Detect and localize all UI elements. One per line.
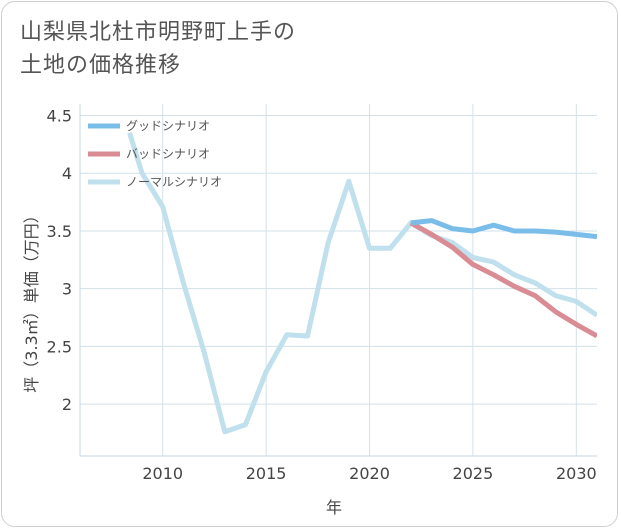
- chart-title-line-2: 土地の価格推移: [20, 53, 182, 78]
- x-tick-label: 2030: [556, 464, 597, 483]
- y-axis-title: 坪（3.3㎡）単価（万円）: [22, 207, 41, 392]
- x-tick-label: 2010: [142, 464, 183, 483]
- y-tick-label: 4: [62, 164, 72, 183]
- grid: [80, 104, 597, 456]
- y-tick-label: 3.5: [47, 222, 72, 241]
- x-tick-label: 2025: [453, 464, 494, 483]
- x-tick-label: 2020: [349, 464, 390, 483]
- tick-labels: 2010 2015 2020 2025 2030 2 2.5 3 3.5 4 4.5: [47, 107, 597, 483]
- legend-label: バッドシナリオ: [126, 147, 210, 161]
- x-axis-title: 年: [326, 498, 342, 517]
- y-tick-label: 3: [62, 280, 72, 299]
- y-tick-label: 4.5: [47, 107, 72, 126]
- y-tick-label: 2: [62, 395, 72, 414]
- y-tick-label: 2.5: [47, 337, 72, 356]
- chart-title-line-1: 山梨県北杜市明野町上手の: [20, 20, 297, 45]
- legend-label: グッドシナリオ: [126, 119, 210, 133]
- series-line-bad: [409, 220, 597, 339]
- series-line-good: [410, 218, 597, 240]
- axes: [79, 104, 597, 457]
- chart-title: 山梨県北杜市明野町上手の 土地の価格推移: [20, 16, 296, 82]
- legend-label: ノーマルシナリオ: [126, 175, 222, 189]
- x-tick-label: 2015: [246, 464, 287, 483]
- series-lines: [127, 132, 597, 435]
- series-line-normal: [127, 132, 597, 435]
